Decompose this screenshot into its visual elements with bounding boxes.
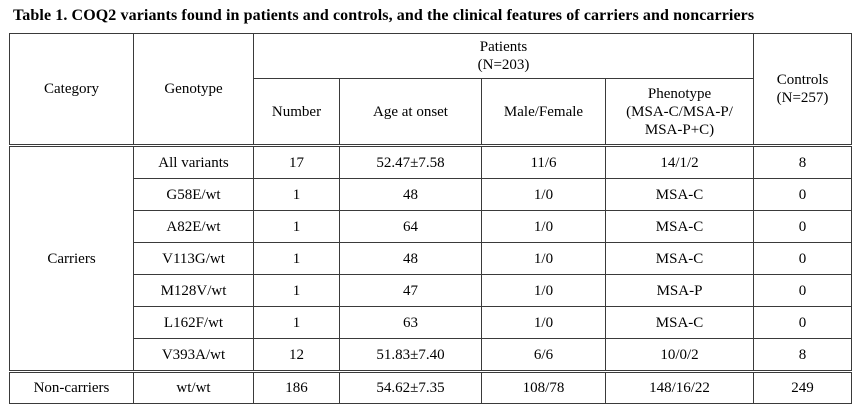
cell-sex: 108/78 — [481, 370, 606, 404]
cell-controls: 0 — [753, 306, 853, 339]
header-phenotype-line1: Phenotype — [647, 85, 712, 102]
cell-age: 48 — [339, 178, 482, 211]
table-row: M128V/wt 1 47 1/0 MSA-P 0 — [10, 274, 853, 307]
cell-controls: 8 — [753, 145, 853, 179]
table-row: A82E/wt 1 64 1/0 MSA-C 0 — [10, 210, 853, 243]
cell-number: 1 — [253, 242, 340, 275]
header-controls-n: (N=257) — [776, 90, 829, 106]
table-row: V113G/wt 1 48 1/0 MSA-C 0 — [10, 242, 853, 275]
cell-phenotype: MSA-C — [604, 178, 755, 211]
header-phenotype-line2: (MSA-C/MSA-P/ — [626, 103, 733, 120]
cell-genotype: A82E/wt — [133, 210, 254, 243]
cell-age: 51.83±7.40 — [339, 338, 482, 372]
cell-controls: 0 — [753, 274, 853, 307]
cell-genotype: V393A/wt — [133, 338, 254, 372]
cell-sex: 6/6 — [481, 338, 606, 372]
header-number: Number — [253, 78, 340, 147]
cell-phenotype: 10/0/2 — [604, 338, 755, 372]
header-row-1: Category Genotype Patients (N=203) Contr… — [9, 33, 853, 147]
cell-age: 48 — [339, 242, 482, 275]
table-row: L162F/wt 1 63 1/0 MSA-C 0 — [10, 306, 853, 339]
cell-phenotype: MSA-C — [604, 306, 755, 339]
cell-number: 12 — [253, 338, 340, 372]
cell-genotype: G58E/wt — [133, 178, 254, 211]
cell-genotype: M128V/wt — [133, 274, 254, 307]
cell-number: 1 — [253, 274, 340, 307]
noncarriers-row: Non-carriers wt/wt 186 54.62±7.35 108/78… — [9, 370, 853, 404]
cell-genotype: L162F/wt — [133, 306, 254, 339]
cell-genotype: wt/wt — [133, 370, 254, 404]
cell-phenotype: MSA-P — [604, 274, 755, 307]
variants-table: Category Genotype Patients (N=203) Contr… — [9, 33, 853, 404]
cell-number: 1 — [253, 306, 340, 339]
table-row: V393A/wt 12 51.83±7.40 6/6 10/0/2 8 — [10, 338, 853, 372]
header-patients-n: (N=203) — [477, 57, 530, 73]
cell-controls: 0 — [753, 210, 853, 243]
cell-sex: 1/0 — [481, 178, 606, 211]
header-patients-label: Patients — [479, 39, 528, 55]
cell-age: 63 — [339, 306, 482, 339]
cell-age: 47 — [339, 274, 482, 307]
cell-sex: 1/0 — [481, 242, 606, 275]
cell-number: 186 — [253, 370, 340, 404]
cell-sex: 1/0 — [481, 274, 606, 307]
cell-genotype: All variants — [133, 145, 254, 179]
cell-number: 17 — [253, 145, 340, 179]
cell-number: 1 — [253, 210, 340, 243]
cell-genotype: V113G/wt — [133, 242, 254, 275]
cell-sex: 1/0 — [481, 210, 606, 243]
header-controls-label: Controls — [776, 72, 829, 88]
table-caption: Table 1. COQ2 variants found in patients… — [13, 7, 755, 24]
cell-phenotype: 14/1/2 — [604, 145, 755, 179]
category-carriers: Carriers — [9, 145, 134, 372]
table-row: G58E/wt 1 48 1/0 MSA-C 0 — [10, 178, 853, 211]
header-genotype: Genotype — [133, 33, 254, 147]
cell-age: 52.47±7.58 — [339, 145, 482, 179]
cell-sex: 11/6 — [481, 145, 606, 179]
cell-age: 64 — [339, 210, 482, 243]
cell-controls: 0 — [753, 178, 853, 211]
category-noncarriers: Non-carriers — [9, 370, 134, 404]
header-phenotype: Phenotype (MSA-C/MSA-P/ MSA-P+C) — [604, 78, 755, 147]
header-category: Category — [9, 33, 134, 147]
header-age-at-onset: Age at onset — [339, 78, 482, 147]
cell-controls: 249 — [753, 370, 853, 404]
header-phenotype-line3: MSA-P+C) — [644, 121, 715, 138]
cell-phenotype: 148/16/22 — [604, 370, 755, 404]
table-row: Carriers All variants 17 52.47±7.58 11/6… — [9, 145, 853, 372]
cell-age: 54.62±7.35 — [339, 370, 482, 404]
header-patients: Patients (N=203) — [252, 33, 755, 79]
cell-sex: 1/0 — [481, 306, 606, 339]
cell-phenotype: MSA-C — [604, 210, 755, 243]
cell-number: 1 — [253, 178, 340, 211]
cell-controls: 0 — [753, 242, 853, 275]
header-controls: Controls (N=257) — [753, 33, 853, 147]
cell-phenotype: MSA-C — [604, 242, 755, 275]
cell-controls: 8 — [753, 338, 853, 372]
header-male-female: Male/Female — [481, 78, 606, 147]
header-row-2: Number Age at onset Male/Female Phenotyp… — [10, 78, 852, 147]
